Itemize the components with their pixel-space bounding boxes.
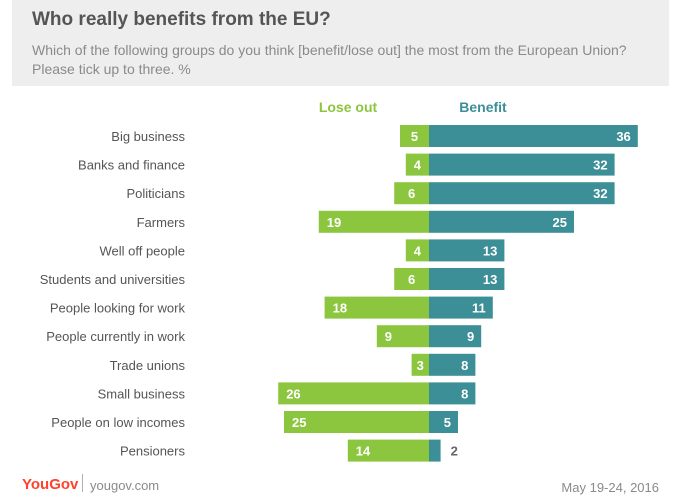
value-label-lose-out: 26 xyxy=(286,386,300,401)
value-label-benefit: 36 xyxy=(616,129,630,144)
category-label: Pensioners xyxy=(120,444,186,459)
bar-benefit xyxy=(429,296,493,319)
bar-lose-out xyxy=(405,239,429,262)
bar-benefit xyxy=(429,182,615,205)
category-label: People currently in work xyxy=(46,329,185,344)
value-label-lose-out: 25 xyxy=(292,415,306,430)
category-label: Farmers xyxy=(137,215,186,230)
bar-lose-out xyxy=(376,325,429,348)
bar-benefit xyxy=(429,239,505,262)
bar-lose-out xyxy=(411,353,429,376)
bar-benefit xyxy=(429,125,638,147)
legend-lose-out: Lose out xyxy=(319,99,378,115)
category-label: Well off people xyxy=(99,243,185,258)
chart-title: Who really benefits from the EU? xyxy=(32,9,331,30)
value-label-benefit: 9 xyxy=(467,329,474,344)
value-label-benefit: 2 xyxy=(451,444,458,459)
category-label: Banks and finance xyxy=(78,158,185,173)
value-label-lose-out: 19 xyxy=(327,215,341,230)
category-label: People on low incomes xyxy=(51,415,185,430)
footer-divider xyxy=(82,474,83,492)
legend-benefit: Benefit xyxy=(459,99,507,115)
value-label-benefit: 8 xyxy=(461,358,468,373)
category-label: Small business xyxy=(98,386,186,401)
category-label: Big business xyxy=(111,129,185,144)
bar-lose-out xyxy=(284,411,429,433)
value-label-benefit: 32 xyxy=(593,158,607,173)
value-label-benefit: 11 xyxy=(472,301,486,316)
footer-date: May 19-24, 2016 xyxy=(561,480,659,495)
value-label-benefit: 32 xyxy=(593,186,607,201)
value-label-benefit: 8 xyxy=(461,386,468,401)
bar-benefit xyxy=(429,268,505,290)
bar-lose-out xyxy=(278,382,429,405)
bar-benefit xyxy=(429,210,574,233)
bar-benefit xyxy=(429,439,441,462)
value-label-benefit: 13 xyxy=(483,243,497,258)
value-label-lose-out: 4 xyxy=(414,243,422,258)
bar-benefit xyxy=(429,325,482,348)
category-label: Politicians xyxy=(126,186,185,201)
yougov-logo: YouGov xyxy=(22,476,79,493)
bar-benefit xyxy=(429,353,476,376)
value-label-lose-out: 9 xyxy=(385,329,392,344)
bar-lose-out xyxy=(405,153,429,176)
bar-lose-out xyxy=(394,268,429,290)
chart-subtitle: Which of the following groups do you thi… xyxy=(32,42,627,77)
header-banner: Who really benefits from the EU? Which o… xyxy=(12,0,669,86)
category-label: Students and universities xyxy=(40,272,186,287)
bar-benefit xyxy=(429,153,615,176)
footer-site: yougov.com xyxy=(90,478,160,493)
bar-lose-out xyxy=(400,125,429,147)
value-label-lose-out: 14 xyxy=(356,444,371,459)
value-label-lose-out: 3 xyxy=(417,358,424,373)
value-label-benefit: 25 xyxy=(553,215,567,230)
bar-lose-out xyxy=(394,182,429,205)
value-label-benefit: 5 xyxy=(444,415,451,430)
bar-benefit xyxy=(429,411,458,433)
category-label: Trade unions xyxy=(110,358,186,373)
value-label-benefit: 13 xyxy=(483,272,497,287)
bar-lose-out xyxy=(324,296,429,319)
value-label-lose-out: 18 xyxy=(333,301,347,316)
value-label-lose-out: 6 xyxy=(408,186,415,201)
bar-benefit xyxy=(429,382,476,405)
category-label: People looking for work xyxy=(50,301,186,316)
value-label-lose-out: 5 xyxy=(411,129,418,144)
bar-lose-out xyxy=(318,210,429,233)
bar-lose-out xyxy=(347,439,429,462)
value-label-lose-out: 6 xyxy=(408,272,415,287)
value-label-lose-out: 4 xyxy=(414,158,422,173)
